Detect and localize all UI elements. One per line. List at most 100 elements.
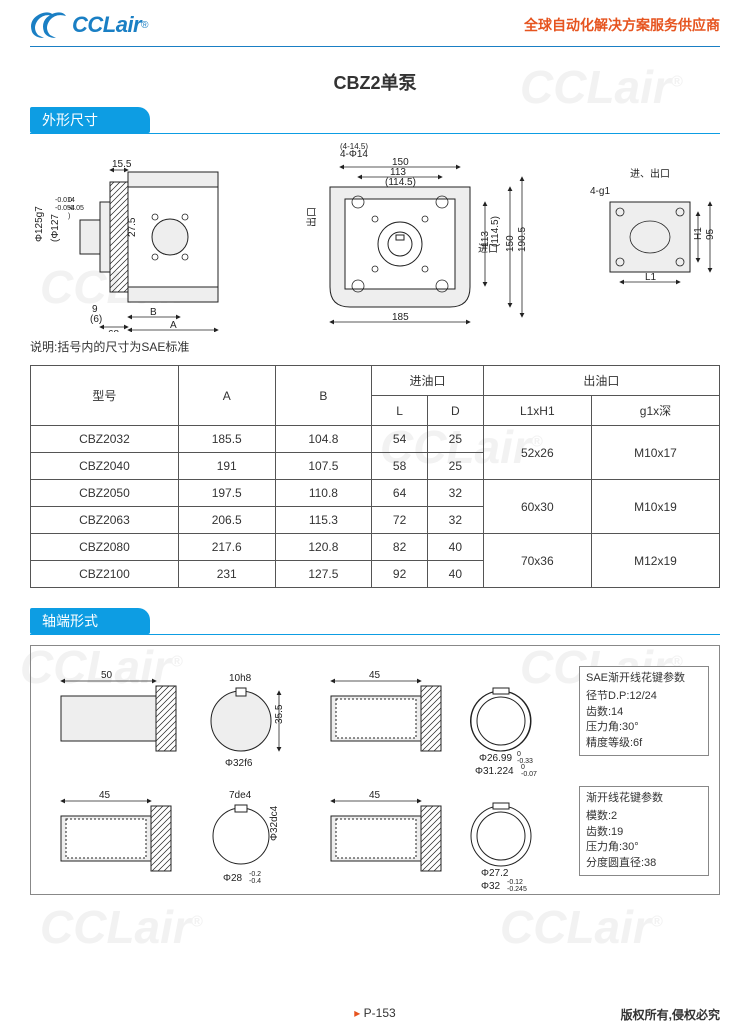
watermark: CCLair® [40, 900, 203, 954]
svg-text:10h8: 10h8 [229, 673, 252, 684]
logo: CCLair ® [30, 10, 149, 40]
table-row: CBZ2032185.5104.8542552x26M10x17 [31, 426, 720, 453]
svg-text:-0.12: -0.12 [507, 879, 523, 886]
svg-text:Φ31.224: Φ31.224 [475, 766, 514, 777]
th-model: 型号 [31, 366, 179, 426]
sae-spline-params: SAE渐开线花键参数 径节D.P:12/24 齿数:14 压力角:30° 精度等… [579, 666, 709, 756]
cell-D: 32 [427, 480, 483, 507]
cell-B: 120.8 [275, 534, 372, 561]
header: CCLair ® 全球自动化解决方案服务供应商 [0, 0, 750, 46]
copyright: 版权所有,侵权必究 [621, 1006, 720, 1023]
th-g1: g1x深 [591, 396, 719, 426]
svg-text:190.5: 190.5 [517, 227, 528, 252]
box1-l1: 径节D.P:12/24 [586, 689, 702, 704]
cell-D: 40 [427, 534, 483, 561]
th-a: A [178, 366, 275, 426]
svg-text:45: 45 [369, 790, 381, 801]
shaft-drawing: 50 10h8 35.5 Φ32f6 45 Φ26.99 0 -0.33 Φ31… [30, 645, 720, 895]
cell-D: 40 [427, 561, 483, 588]
box2-l2: 齿数:19 [586, 825, 702, 840]
svg-text:-0.245: -0.245 [507, 886, 527, 893]
svg-text:-0.4: -0.4 [249, 878, 261, 885]
box2-title: 渐开线花键参数 [586, 791, 702, 806]
header-rule [30, 46, 720, 47]
svg-text:68: 68 [108, 329, 120, 332]
cell-g1: M10x17 [591, 426, 719, 480]
svg-text:(6): (6) [90, 314, 102, 325]
svg-text:Φ28: Φ28 [223, 873, 243, 884]
svg-text:-0.2: -0.2 [249, 871, 261, 878]
svg-text:45: 45 [99, 790, 111, 801]
box2-l1: 模数:2 [586, 809, 702, 824]
svg-text:-0.33: -0.33 [517, 758, 533, 765]
svg-text:(4-14.5): (4-14.5) [340, 142, 368, 151]
svg-text:Φ32dc4: Φ32dc4 [269, 805, 280, 841]
svg-text:0: 0 [521, 764, 525, 771]
watermark: CCLair® [500, 900, 663, 954]
section-rule-2 [30, 634, 720, 635]
svg-text:27.5: 27.5 [127, 217, 138, 237]
box1-title: SAE渐开线花键参数 [586, 671, 702, 686]
svg-text:0: 0 [68, 197, 72, 204]
svg-text:Φ27.2: Φ27.2 [481, 868, 509, 879]
cell-B: 115.3 [275, 507, 372, 534]
logo-icon [30, 10, 72, 40]
dimensions-table: 型号 A B 进油口 出油口 L D L1xH1 g1x深 CBZ2032185… [30, 365, 720, 588]
svg-text:-0.014: -0.014 [55, 197, 75, 204]
page-number: ▸ P-153 [354, 1006, 395, 1020]
page-title: CBZ2单泵 [0, 69, 750, 95]
cell-A: 217.6 [178, 534, 275, 561]
logo-text: CCLair [72, 12, 141, 38]
footer: ▸ P-153 版权所有,侵权必究 [0, 1006, 750, 1023]
cell-g1: M10x19 [591, 480, 719, 534]
svg-text:4-g1: 4-g1 [590, 186, 610, 197]
box2-l3: 压力角:30° [586, 840, 702, 855]
cell-L: 64 [372, 480, 428, 507]
th-b: B [275, 366, 372, 426]
svg-text:L1: L1 [645, 272, 657, 283]
box1-l4: 精度等级:6f [586, 736, 702, 751]
cell-D: 25 [427, 426, 483, 453]
box1-l3: 压力角:30° [586, 720, 702, 735]
cell-A: 191 [178, 453, 275, 480]
svg-text:): ) [68, 213, 70, 220]
svg-text:(Φ127: (Φ127 [50, 214, 61, 242]
cell-L: 82 [372, 534, 428, 561]
dimension-drawing: 15.5 Φ125g7 -0.014 -0.054 (Φ127 0 -0.05 … [30, 142, 720, 332]
box2-l4: 分度圆直径:38 [586, 856, 702, 871]
cell-L: 58 [372, 453, 428, 480]
th-inlet: 进油口 [372, 366, 483, 396]
cell-L: 72 [372, 507, 428, 534]
cell-A: 185.5 [178, 426, 275, 453]
cell-l1h1: 60x30 [483, 480, 591, 534]
th-d: D [427, 396, 483, 426]
table-row: CBZ2080217.6120.8824070x36M12x19 [31, 534, 720, 561]
cell-model: CBZ2050 [31, 480, 179, 507]
section-shaft-header: 轴端形式 [30, 608, 150, 634]
svg-text:-0.07: -0.07 [521, 771, 537, 778]
cell-model: CBZ2063 [31, 507, 179, 534]
section-rule [30, 133, 720, 134]
svg-text:50: 50 [101, 670, 113, 681]
cell-model: CBZ2100 [31, 561, 179, 588]
tagline: 全球自动化解决方案服务供应商 [524, 15, 720, 35]
cell-B: 127.5 [275, 561, 372, 588]
svg-text:Φ26.99: Φ26.99 [479, 753, 512, 764]
cell-A: 206.5 [178, 507, 275, 534]
table-row: CBZ2050197.5110.8643260x30M10x19 [31, 480, 720, 507]
svg-text:B: B [150, 307, 157, 318]
svg-text:(114.5): (114.5) [490, 216, 501, 247]
cell-l1h1: 52x26 [483, 426, 591, 480]
svg-text:15.5: 15.5 [112, 159, 132, 170]
box1-l2: 齿数:14 [586, 705, 702, 720]
cell-g1: M12x19 [591, 534, 719, 588]
svg-text:95: 95 [705, 228, 716, 240]
svg-text:35.5: 35.5 [274, 704, 285, 724]
cell-B: 107.5 [275, 453, 372, 480]
svg-text:(114.5): (114.5) [385, 177, 416, 188]
cell-l1h1: 70x36 [483, 534, 591, 588]
svg-text:Φ32f6: Φ32f6 [225, 758, 253, 769]
cell-L: 92 [372, 561, 428, 588]
svg-text:0: 0 [517, 751, 521, 758]
svg-text:出口: 出口 [305, 207, 318, 227]
